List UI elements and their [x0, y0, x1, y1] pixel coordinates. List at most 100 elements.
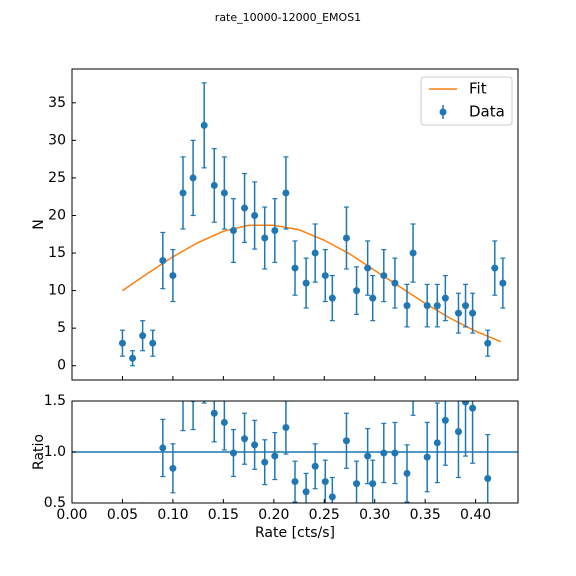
data-point: [353, 287, 361, 295]
plot-area: [72, 194, 518, 548]
data-point: [454, 309, 462, 317]
data-point: [129, 354, 137, 362]
figure-title: rate_10000-12000_EMOS1: [215, 11, 361, 24]
data-point: [311, 249, 319, 257]
data-point: [139, 517, 146, 524]
data-point: [462, 302, 470, 310]
data-point: [271, 452, 279, 460]
data-point: [201, 367, 208, 374]
data-point: [282, 189, 290, 197]
y-axis-label: N: [31, 219, 47, 229]
data-point: [462, 401, 470, 406]
x-axis-label: Rate [cts/s]: [255, 525, 335, 541]
data-point: [129, 541, 136, 548]
data-point: [369, 480, 377, 488]
data-point: [380, 449, 388, 457]
data-point: [433, 302, 441, 310]
data-point: [118, 339, 126, 347]
data-point: [210, 409, 218, 417]
data-point: [441, 294, 449, 302]
data-point: [491, 264, 499, 272]
y-tick-label: 0: [57, 358, 66, 374]
y-tick-label: 35: [48, 95, 66, 111]
data-point: [291, 478, 299, 486]
y-tick-label: 0.5: [44, 495, 66, 511]
data-point: [423, 302, 431, 310]
data-point: [179, 189, 187, 197]
data-point: [321, 478, 329, 486]
data-point: [469, 309, 477, 317]
y-tick-label: 30: [48, 132, 66, 148]
data-point: [200, 121, 208, 129]
data-point: [169, 272, 177, 280]
y-tick-label: 15: [48, 245, 66, 261]
data-point: [342, 234, 350, 242]
data-point: [302, 279, 310, 287]
data-point: [391, 449, 399, 457]
x-tick-label: 0.10: [157, 507, 188, 523]
data-point: [454, 428, 462, 436]
data-point: [149, 339, 157, 347]
data-point: [369, 294, 377, 302]
data-point: [159, 444, 167, 452]
data-point: [302, 488, 310, 496]
data-point: [499, 204, 506, 211]
data-point: [311, 462, 319, 470]
data-point: [491, 194, 498, 201]
data-point: [159, 257, 167, 265]
data-point: [181, 401, 185, 402]
y-tick-label: 20: [48, 207, 66, 223]
x-tick-label: 0.15: [208, 507, 239, 523]
data-point: [410, 364, 417, 371]
legend-label: Data: [469, 103, 505, 121]
data-point: [241, 204, 249, 212]
data-point: [364, 452, 372, 460]
data-point: [282, 424, 290, 432]
legend-label: Fit: [469, 80, 487, 98]
data-point: [261, 458, 269, 466]
data-point: [342, 437, 350, 445]
data-point: [353, 480, 361, 488]
data-point: [220, 189, 228, 197]
y-tick-label: 5: [57, 320, 66, 336]
data-point: [364, 264, 372, 272]
data-point: [321, 272, 329, 280]
data-point: [271, 227, 279, 235]
data-point: [189, 174, 197, 182]
data-point: [380, 272, 388, 280]
plot-area: [118, 82, 507, 367]
data-point: [484, 475, 492, 483]
data-point: [210, 181, 218, 189]
data-point: [433, 439, 441, 447]
data-point: [403, 302, 411, 310]
data-point: [251, 211, 259, 219]
x-tick-label: 0.25: [309, 507, 340, 523]
data-point: [149, 528, 156, 535]
data-point: [391, 279, 399, 287]
x-tick-label: 0.30: [359, 507, 390, 523]
data-point: [261, 234, 269, 242]
data-point: [220, 418, 228, 426]
y-axis-label: Ratio: [31, 434, 47, 470]
x-tick-label: 0.20: [258, 507, 289, 523]
data-point: [229, 449, 237, 457]
data-point: [484, 339, 492, 347]
data-point: [229, 227, 237, 235]
fit-line: [122, 224, 502, 343]
data-point: [499, 279, 507, 287]
data-point: [469, 404, 477, 412]
y-tick-label: 1.0: [44, 444, 66, 460]
data-point: [423, 453, 431, 461]
legend-swatch: [439, 108, 447, 116]
axes-frame: [71, 68, 519, 381]
data-point: [241, 435, 249, 443]
x-tick-label: 0.40: [460, 507, 491, 523]
data-point: [139, 332, 147, 340]
y-tick-label: 10: [48, 283, 66, 299]
x-tick-label: 0.35: [410, 507, 441, 523]
y-tick-label: 1.5: [44, 393, 66, 409]
data-point: [328, 294, 336, 302]
x-tick-label: 0.00: [56, 507, 87, 523]
data-point: [169, 464, 177, 472]
